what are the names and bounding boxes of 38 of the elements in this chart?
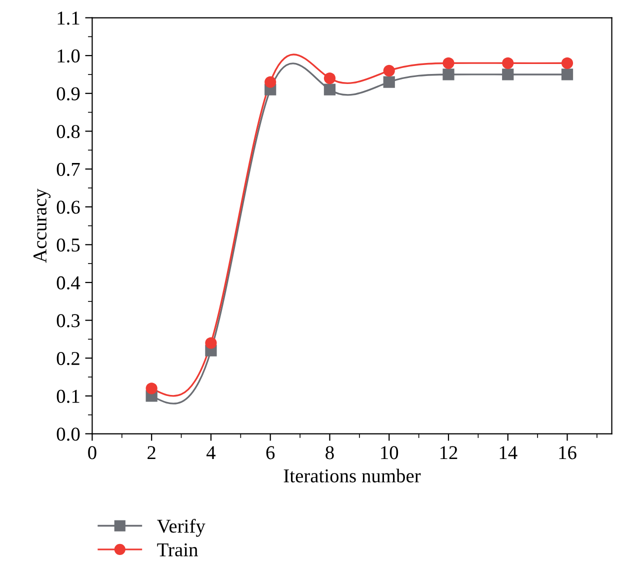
x-tick-label: 16 (559, 446, 576, 460)
y-axis-title: Accuracy (34, 188, 51, 263)
point (561, 68, 574, 80)
y-tick-label: 0.6 (56, 200, 80, 214)
y-tick-label: 0.5 (56, 238, 80, 252)
point (264, 76, 276, 88)
y-tick-label: 0.7 (56, 162, 80, 176)
point (146, 382, 158, 394)
y-tick-label: 0.8 (56, 125, 80, 138)
x-tick-label: 12 (440, 446, 458, 460)
point (442, 68, 454, 80)
y-tick-label: 1.0 (58, 49, 80, 63)
legend-label: Train (157, 543, 198, 556)
point (561, 57, 574, 69)
point (383, 64, 395, 77)
y-tick-label: 0.9 (56, 87, 80, 100)
point (324, 72, 336, 84)
point (324, 84, 336, 96)
x-tick-label: 8 (326, 446, 334, 460)
y-tick-label: 0.3 (56, 314, 80, 328)
x-tick-label: 10 (381, 446, 398, 460)
x-tick-label: 6 (266, 446, 275, 460)
y-tick-label: 0.2 (56, 352, 80, 366)
x-tick-label: 4 (206, 446, 216, 460)
point (442, 57, 454, 69)
x-axis-title: Iterations number (284, 468, 421, 482)
x-tick-label: 0 (88, 446, 96, 460)
point (383, 76, 395, 88)
x-tick-label: 2 (148, 446, 156, 460)
legend-label: Verify (157, 518, 206, 537)
y-tick-label: 1.1 (58, 12, 80, 25)
y-tick-label: 0.0 (56, 428, 80, 441)
x-tick-label: 14 (500, 446, 518, 460)
y-tick-label: 0.4 (56, 276, 80, 290)
point (502, 57, 514, 69)
y-tick-label: 0.1 (56, 390, 80, 403)
point (205, 337, 217, 349)
point (502, 68, 514, 80)
